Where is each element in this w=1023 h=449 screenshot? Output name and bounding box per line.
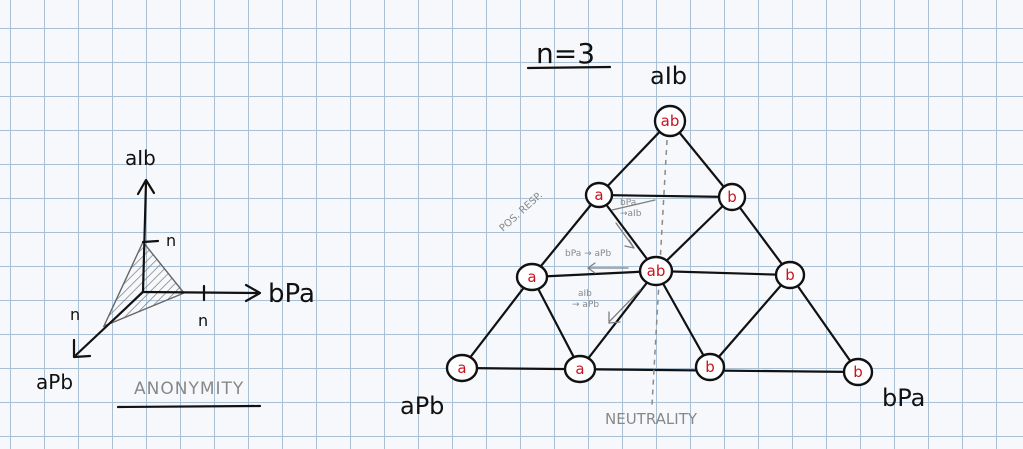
node-row2-left: a [584,181,614,209]
axis-up [141,180,148,294]
diagram-title: n=3 [536,37,595,70]
corner-top-label: aIb [650,62,687,90]
node-row4-3: b [694,352,726,382]
annotation-arrow-1 [611,199,656,249]
annotation-to-aib: →aIb [620,209,642,219]
annotation-arrow-3 [608,289,641,324]
title-underline [526,65,612,70]
n-top-label: n [166,231,176,250]
svg-text:a: a [527,268,536,286]
node-row4-2: a [563,354,597,384]
svg-text:a: a [575,360,584,378]
svg-text:a: a [594,186,603,204]
n3-diagram: n=3 aIb aPb bPa NEUTRALITY PO [400,37,925,428]
annotation-arrow-2 [586,262,629,274]
neutrality-label: NEUTRALITY [605,410,698,428]
annotation-to-apb: → aPb [572,300,599,310]
svg-text:b: b [785,266,795,284]
node-row3-right: b [774,260,806,290]
axis-right-label: bPa [268,279,315,309]
axis-down-left-arrowhead [72,338,92,359]
svg-text:ab: ab [661,112,680,130]
n-right-label: n [198,311,208,330]
axis-down-left [74,290,145,357]
node-row2-right: b [717,182,747,212]
axis-right [141,290,260,295]
annotation-bpa-to-apb: bPa → aPb [565,249,611,259]
axis-up-arrowhead [136,178,156,196]
triangle-nodes: ab a b a ab b [445,104,874,387]
corner-right-label: bPa [882,384,925,412]
corner-left-label: aPb [400,392,444,420]
axis-top-label: aIb [125,146,156,170]
axis-right-arrowhead [244,283,262,303]
axis-bottom-label: aPb [36,370,73,394]
node-top: ab [653,104,687,138]
node-row3-middle: ab [638,255,674,287]
svg-text:b: b [705,358,715,376]
svg-text:ab: ab [647,262,666,280]
annotation-bpa: bPa [620,198,636,208]
anonymity-caption: ANONYMITY [134,379,244,399]
svg-text:b: b [727,188,737,206]
anonymity-diagram: aIb bPa aPb n n n ANONYMITY [36,146,315,409]
pos-resp-label: POS. RESP. [498,190,545,234]
anonymity-underline [116,404,262,409]
annotation-aib: aIb [578,289,592,299]
node-row4-4: b [842,357,874,387]
node-row4-1: a [445,353,479,383]
tick-top [141,239,160,244]
svg-text:b: b [853,363,863,381]
svg-text:a: a [457,359,466,377]
triangle-edges [460,119,860,374]
n-left-label: n [70,305,80,324]
node-row3-left: a [515,262,549,292]
